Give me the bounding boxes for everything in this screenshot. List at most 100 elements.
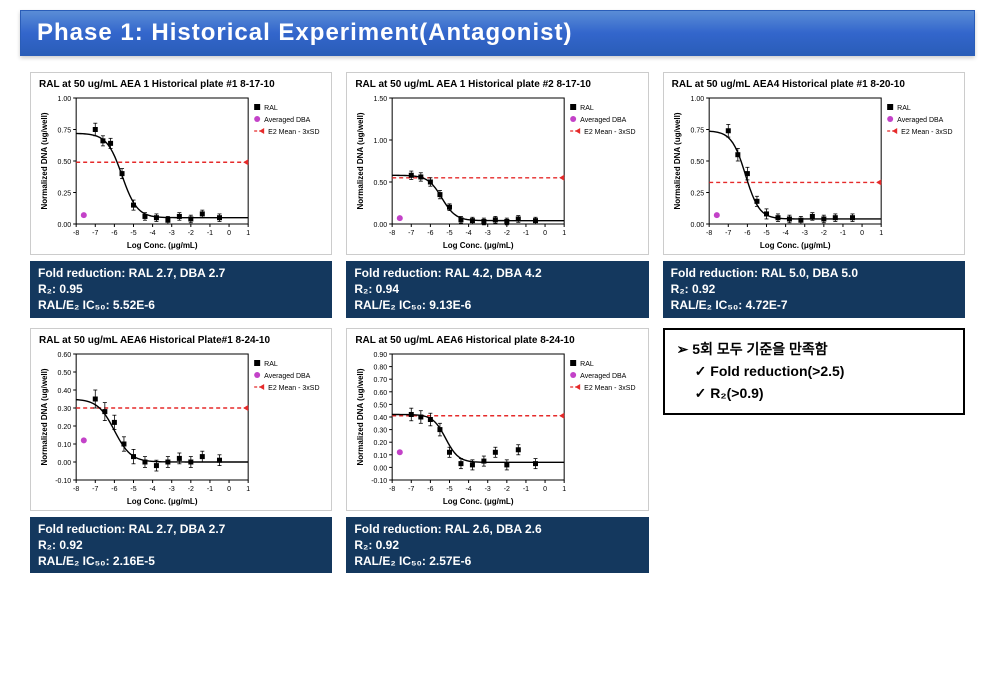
svg-text:-3: -3 xyxy=(169,486,175,493)
svg-text:-4: -4 xyxy=(466,230,472,237)
svg-text:-4: -4 xyxy=(466,486,472,493)
svg-text:0.80: 0.80 xyxy=(374,364,388,371)
svg-text:Log Conc. (μg/mL): Log Conc. (μg/mL) xyxy=(127,241,198,250)
svg-text:RAL: RAL xyxy=(580,105,594,112)
chart-3-svg: 0.000.250.500.751.00-8-7-6-5-4-3-2-101Lo… xyxy=(668,92,960,252)
svg-text:1: 1 xyxy=(879,230,883,237)
svg-text:0.00: 0.00 xyxy=(374,222,388,229)
svg-text:-1: -1 xyxy=(839,230,845,237)
svg-text:-8: -8 xyxy=(389,486,395,493)
svg-text:Log Conc. (μg/mL): Log Conc. (μg/mL) xyxy=(759,241,830,250)
panel-1: RAL at 50 ug/mL AEA 1 Historical plate #… xyxy=(30,72,332,318)
chart-2-svg: 0.000.501.001.50-8-7-6-5-4-3-2-101Log Co… xyxy=(351,92,643,252)
chart-3: RAL at 50 ug/mL AEA4 Historical plate #1… xyxy=(663,72,965,255)
svg-text:E2 Mean - 3xSD: E2 Mean - 3xSD xyxy=(584,385,635,392)
svg-text:0.50: 0.50 xyxy=(374,180,388,187)
criteria-fold: Fold reduction(>2.5) xyxy=(677,360,951,382)
info-5-fold: Fold reduction: RAL 2.6, DBA 2.6 xyxy=(354,521,640,537)
svg-text:RAL: RAL xyxy=(264,105,278,112)
svg-text:0.50: 0.50 xyxy=(58,370,72,377)
svg-text:-6: -6 xyxy=(111,486,117,493)
info-1-ic50: RAL/E₂ IC₅₀: 5.52E-6 xyxy=(38,297,324,313)
svg-text:0.50: 0.50 xyxy=(690,159,704,166)
svg-text:-5: -5 xyxy=(447,230,453,237)
svg-text:Log Conc. (μg/mL): Log Conc. (μg/mL) xyxy=(127,497,198,506)
info-5: Fold reduction: RAL 2.6, DBA 2.6 R₂: 0.9… xyxy=(346,517,648,574)
svg-text:-2: -2 xyxy=(820,230,826,237)
info-2: Fold reduction: RAL 4.2, DBA 4.2 R₂: 0.9… xyxy=(346,261,648,318)
svg-text:Normalized DNA (ug/well): Normalized DNA (ug/well) xyxy=(40,112,49,209)
panel-3: RAL at 50 ug/mL AEA4 Historical plate #1… xyxy=(663,72,965,318)
chart-5-title: RAL at 50 ug/mL AEA6 Historical plate 8-… xyxy=(351,335,643,346)
info-4: Fold reduction: RAL 2.7, DBA 2.7 R₂: 0.9… xyxy=(30,517,332,574)
svg-text:0.60: 0.60 xyxy=(374,389,388,396)
svg-text:Averaged DBA: Averaged DBA xyxy=(264,117,311,124)
svg-text:0.25: 0.25 xyxy=(58,191,72,198)
svg-text:1.00: 1.00 xyxy=(374,138,388,145)
svg-text:-5: -5 xyxy=(763,230,769,237)
svg-text:E2 Mean - 3xSD: E2 Mean - 3xSD xyxy=(268,385,319,392)
svg-text:-5: -5 xyxy=(130,230,136,237)
svg-text:-4: -4 xyxy=(149,230,155,237)
info-2-r2: R₂: 0.94 xyxy=(354,281,640,297)
chart-4-title: RAL at 50 ug/mL AEA6 Historical Plate#1 … xyxy=(35,335,327,346)
svg-text:-2: -2 xyxy=(188,230,194,237)
svg-text:-3: -3 xyxy=(485,230,491,237)
chart-1: RAL at 50 ug/mL AEA 1 Historical plate #… xyxy=(30,72,332,255)
svg-text:0.30: 0.30 xyxy=(374,427,388,434)
info-4-fold: Fold reduction: RAL 2.7, DBA 2.7 xyxy=(38,521,324,537)
svg-text:-6: -6 xyxy=(111,230,117,237)
svg-text:0.00: 0.00 xyxy=(374,465,388,472)
svg-text:-0.10: -0.10 xyxy=(55,478,71,485)
svg-text:RAL: RAL xyxy=(580,361,594,368)
svg-text:Log Conc. (μg/mL): Log Conc. (μg/mL) xyxy=(443,241,514,250)
svg-text:Averaged DBA: Averaged DBA xyxy=(580,117,627,124)
svg-text:-2: -2 xyxy=(504,486,510,493)
svg-text:0.00: 0.00 xyxy=(690,222,704,229)
svg-text:-7: -7 xyxy=(725,230,731,237)
svg-text:-1: -1 xyxy=(207,230,213,237)
chart-5-svg: -0.100.000.100.200.300.400.500.600.700.8… xyxy=(351,348,643,508)
svg-text:-8: -8 xyxy=(706,230,712,237)
svg-text:0.00: 0.00 xyxy=(58,460,72,467)
svg-text:-0.10: -0.10 xyxy=(372,478,388,485)
svg-text:-5: -5 xyxy=(447,486,453,493)
svg-text:0: 0 xyxy=(227,230,231,237)
chart-2: RAL at 50 ug/mL AEA 1 Historical plate #… xyxy=(346,72,648,255)
svg-text:1: 1 xyxy=(246,230,250,237)
svg-text:-4: -4 xyxy=(782,230,788,237)
svg-text:0.70: 0.70 xyxy=(374,377,388,384)
svg-text:Averaged DBA: Averaged DBA xyxy=(264,373,311,380)
svg-text:-7: -7 xyxy=(408,486,414,493)
svg-text:-3: -3 xyxy=(801,230,807,237)
info-1: Fold reduction: RAL 2.7, DBA 2.7 R₂: 0.9… xyxy=(30,261,332,318)
chart-1-svg: 0.000.250.500.751.00-8-7-6-5-4-3-2-101Lo… xyxy=(35,92,327,252)
svg-text:-3: -3 xyxy=(169,230,175,237)
svg-text:0.50: 0.50 xyxy=(58,159,72,166)
svg-text:Averaged DBA: Averaged DBA xyxy=(897,117,944,124)
info-3-fold: Fold reduction: RAL 5.0, DBA 5.0 xyxy=(671,265,957,281)
chart-grid: RAL at 50 ug/mL AEA 1 Historical plate #… xyxy=(0,72,995,573)
criteria-box: 5회 모두 기준을 만족함 Fold reduction(>2.5) R₂(>0… xyxy=(663,328,965,415)
chart-2-title: RAL at 50 ug/mL AEA 1 Historical plate #… xyxy=(351,79,643,90)
svg-text:0: 0 xyxy=(860,230,864,237)
svg-text:-8: -8 xyxy=(73,230,79,237)
svg-text:0: 0 xyxy=(227,486,231,493)
info-1-r2: R₂: 0.95 xyxy=(38,281,324,297)
panel-5: RAL at 50 ug/mL AEA6 Historical plate 8-… xyxy=(346,328,648,574)
svg-text:0.90: 0.90 xyxy=(374,352,388,359)
svg-text:0.60: 0.60 xyxy=(58,352,72,359)
svg-text:-8: -8 xyxy=(389,230,395,237)
svg-text:1: 1 xyxy=(563,230,567,237)
svg-text:E2 Mean - 3xSD: E2 Mean - 3xSD xyxy=(584,129,635,136)
panel-2: RAL at 50 ug/mL AEA 1 Historical plate #… xyxy=(346,72,648,318)
svg-text:E2 Mean - 3xSD: E2 Mean - 3xSD xyxy=(268,129,319,136)
svg-text:Averaged DBA: Averaged DBA xyxy=(580,373,627,380)
svg-text:0: 0 xyxy=(543,230,547,237)
info-3-ic50: RAL/E₂ IC₅₀: 4.72E-7 xyxy=(671,297,957,313)
svg-text:Log Conc. (μg/mL): Log Conc. (μg/mL) xyxy=(443,497,514,506)
svg-text:1.50: 1.50 xyxy=(374,96,388,103)
svg-text:-8: -8 xyxy=(73,486,79,493)
svg-text:-7: -7 xyxy=(92,486,98,493)
svg-text:Normalized DNA (ug/well): Normalized DNA (ug/well) xyxy=(40,368,49,465)
